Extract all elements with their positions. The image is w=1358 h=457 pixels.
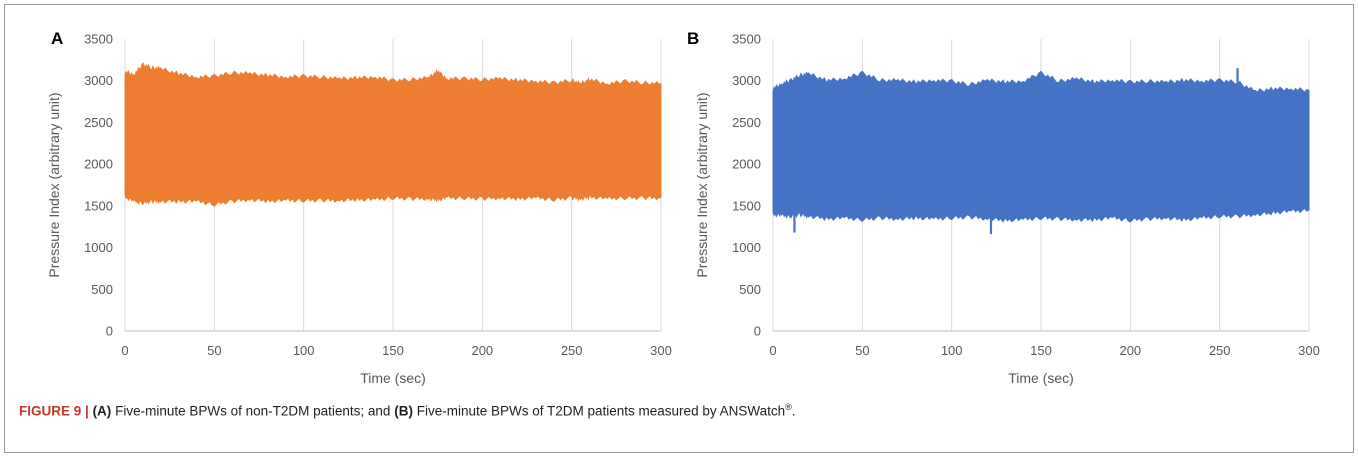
y-tick-label-a: 500 bbox=[91, 282, 113, 297]
y-tick-label-a: 2000 bbox=[84, 157, 113, 172]
y-tick-label-a: 1000 bbox=[84, 240, 113, 255]
y-tick-label-b: 0 bbox=[754, 324, 761, 339]
x-axis-title-b: Time (sec) bbox=[1008, 370, 1074, 386]
y-tick-label-b: 2500 bbox=[732, 115, 761, 130]
x-tick-label-b: 200 bbox=[1119, 343, 1141, 358]
caption-ref-b: (B) bbox=[394, 403, 413, 419]
y-axis-title-a: Pressure Index (arbitrary unit) bbox=[46, 92, 62, 277]
y-tick-label-a: 0 bbox=[106, 324, 113, 339]
y-tick-label-b: 3500 bbox=[732, 32, 761, 47]
x-tick-label-a: 150 bbox=[382, 343, 404, 358]
figure-caption: FIGURE 9 | (A) Five-minute BPWs of non-T… bbox=[19, 398, 1339, 421]
panel-label-a: A bbox=[51, 29, 64, 48]
y-tick-label-a: 3000 bbox=[84, 73, 113, 88]
caption-figure-label: FIGURE 9 | bbox=[19, 403, 89, 419]
x-tick-label-b: 100 bbox=[941, 343, 963, 358]
x-tick-label-a: 250 bbox=[561, 343, 583, 358]
y-tick-label-b: 3000 bbox=[732, 73, 761, 88]
x-tick-label-b: 300 bbox=[1298, 343, 1320, 358]
x-tick-label-b: 50 bbox=[855, 343, 869, 358]
x-tick-label-a: 100 bbox=[293, 343, 315, 358]
y-tick-label-a: 3500 bbox=[84, 32, 113, 47]
y-tick-label-a: 2500 bbox=[84, 115, 113, 130]
panel-label-b: B bbox=[687, 29, 700, 48]
y-tick-label-b: 1500 bbox=[732, 198, 761, 213]
x-tick-label-a: 0 bbox=[121, 343, 128, 358]
chart-a-svg: 0 500 1000 1500 2000 2500 3000 3500 0 50 100 150 200… bbox=[46, 32, 672, 387]
caption-ref-a: (A) bbox=[92, 403, 112, 419]
caption-trademark: ® bbox=[785, 402, 792, 412]
waveform-band-b bbox=[772, 70, 1310, 223]
chart-panel-b: 0 500 1000 1500 2000 2500 3000 3500 0 50 100 150 200… bbox=[661, 13, 1320, 393]
x-tick-label-a: 200 bbox=[471, 343, 493, 358]
x-tick-label-b: 0 bbox=[769, 343, 776, 358]
x-tick-label-b: 250 bbox=[1209, 343, 1231, 358]
x-tick-label-b: 150 bbox=[1030, 343, 1052, 358]
y-tick-label-b: 2000 bbox=[732, 157, 761, 172]
waveform-band-a bbox=[124, 61, 662, 207]
y-axis-title-b: Pressure Index (arbitrary unit) bbox=[694, 92, 710, 277]
figure-frame: 0 500 1000 1500 2000 2500 3000 3500 0 50 100 150 200… bbox=[4, 4, 1354, 453]
caption-text-b: Five-minute BPWs of T2DM patients measur… bbox=[416, 403, 786, 419]
chart-b-svg: 0 500 1000 1500 2000 2500 3000 3500 0 50 100 150 200… bbox=[694, 32, 1320, 387]
x-tick-label-a: 50 bbox=[207, 343, 221, 358]
x-tick-label-a: 300 bbox=[650, 343, 672, 358]
chart-panel-a: 0 500 1000 1500 2000 2500 3000 3500 0 50 100 150 200… bbox=[13, 13, 672, 393]
y-tick-label-b: 500 bbox=[739, 282, 761, 297]
x-axis-title-a: Time (sec) bbox=[360, 370, 426, 386]
y-tick-label-a: 1500 bbox=[84, 198, 113, 213]
y-tick-label-b: 1000 bbox=[732, 240, 761, 255]
caption-text-a: Five-minute BPWs of non-T2DM patients; a… bbox=[115, 403, 391, 419]
caption-end: . bbox=[791, 403, 796, 419]
